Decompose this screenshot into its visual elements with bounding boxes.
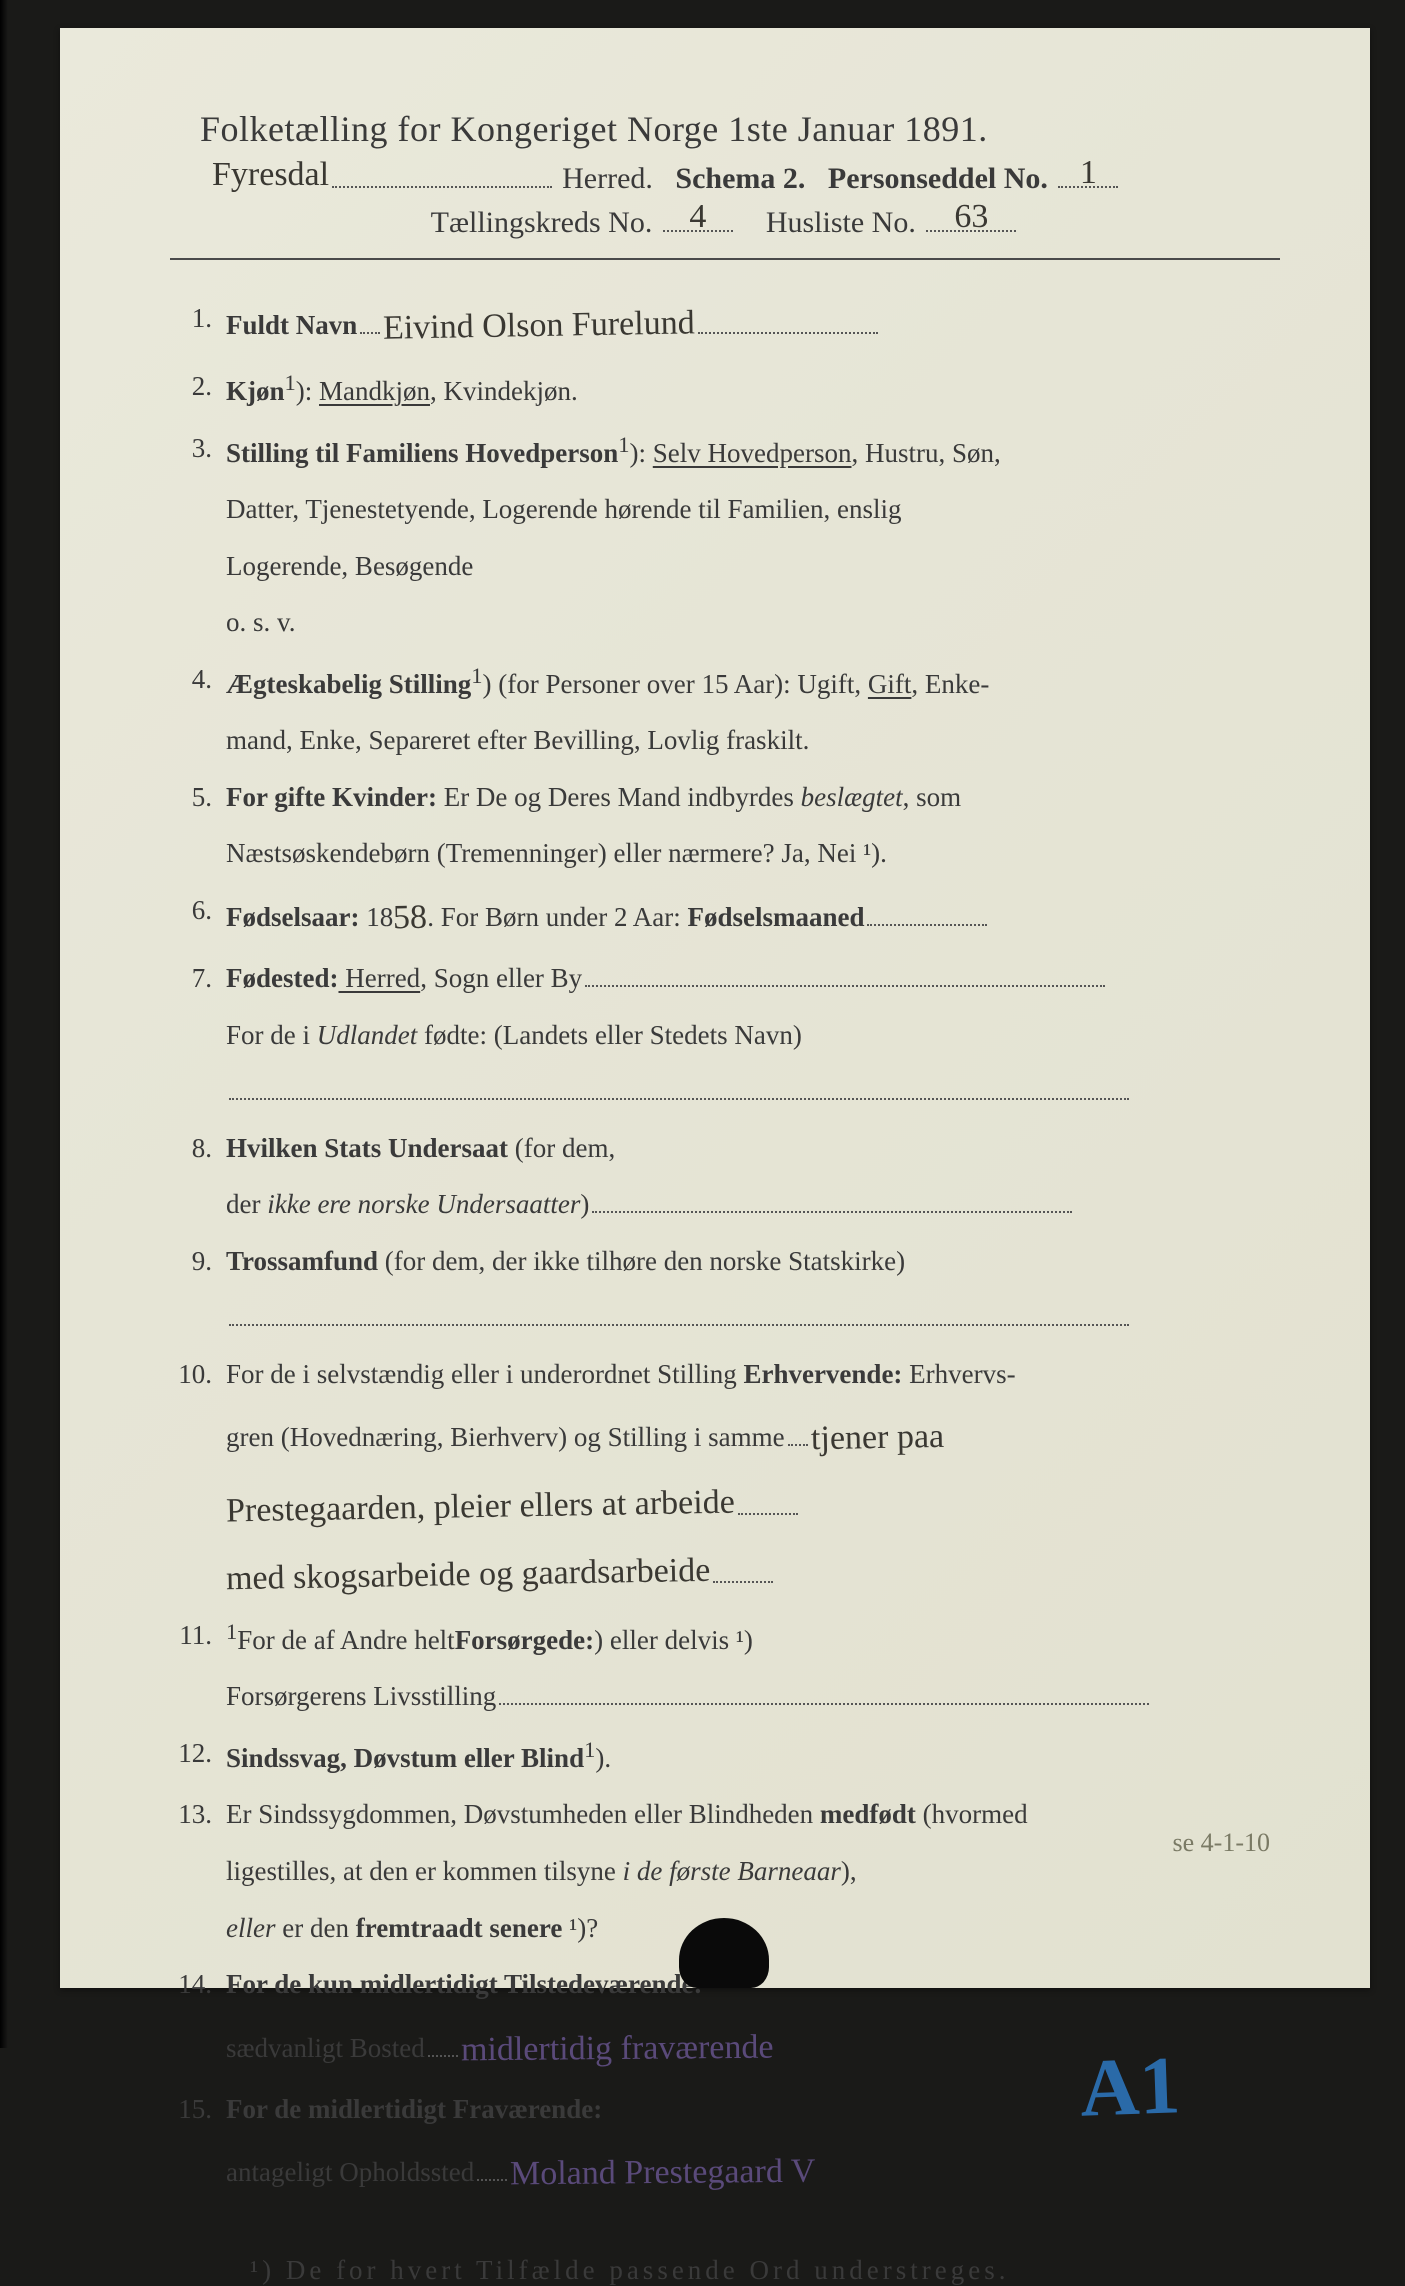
census-form-page: Folketælling for Kongeriget Norge 1ste J…	[60, 28, 1370, 1988]
item-number: 15.	[170, 2087, 226, 2132]
form-header: Folketælling for Kongeriget Norge 1ste J…	[170, 108, 1280, 240]
item-body: Fødselsaar: 1858. For Børn under 2 Aar: …	[226, 888, 1280, 944]
item-body: For de i selvstændig eller i underordnet…	[226, 1352, 1280, 1397]
form-items: 1.Fuldt NavnEivind Olson Furelund2.Kjøn1…	[170, 296, 1280, 2199]
herred-name-handwritten: Fyresdal	[212, 156, 329, 194]
form-item: 11.1For de af Andre heltForsørgede:) ell…	[170, 1613, 1280, 1663]
form-item: 3.Stilling til Familiens Hovedperson1): …	[170, 426, 1280, 476]
form-item: 13.Er Sindssygdommen, Døvstumheden eller…	[170, 1792, 1280, 1837]
item-number: 10.	[170, 1352, 226, 1397]
form-item: 5.For gifte Kvinder: Er De og Deres Mand…	[170, 775, 1280, 820]
item-number: 1.	[170, 296, 226, 352]
form-item: 4.Ægteskabelig Stilling1) (for Personer …	[170, 657, 1280, 707]
header-line-3: Tællingskreds No. 4 Husliste No. 63	[170, 202, 1280, 240]
item-number: 8.	[170, 1126, 226, 1171]
item-body: Hvilken Stats Undersaat (for dem,	[226, 1126, 1280, 1171]
item-body: Er Sindssygdommen, Døvstumheden eller Bl…	[226, 1792, 1280, 1837]
form-item: 10.For de i selvstændig eller i underord…	[170, 1352, 1280, 1397]
blue-annotation-mark: A1	[1077, 2017, 1182, 2156]
item-continuation: gren (Hovednæring, Bierhverv) og Stillin…	[170, 1408, 1280, 1464]
personseddel-label: Personseddel No.	[828, 162, 1048, 195]
kreds-label: Tællingskreds No.	[431, 206, 653, 239]
item-number: 3.	[170, 426, 226, 476]
item-continuation: antageligt OpholdsstedMoland Prestegaard…	[170, 2143, 1280, 2199]
handwritten-purple: midlertidig fraværende	[461, 2019, 774, 2078]
form-item: 12.Sindssvag, Døvstum eller Blind1).	[170, 1731, 1280, 1781]
item-number: 2.	[170, 364, 226, 414]
item-continuation: ligestilles, at den er kommen tilsyne i …	[170, 1849, 1280, 1894]
husliste-no: 63	[954, 198, 988, 236]
kreds-no: 4	[689, 198, 706, 236]
item-continuation: For de i Udlandet fødte: (Landets eller …	[170, 1013, 1280, 1058]
schema-label: Schema 2.	[675, 162, 805, 195]
herred-label: Herred.	[562, 162, 653, 195]
header-rule	[170, 258, 1280, 260]
item-number: 9.	[170, 1239, 226, 1284]
form-title: Folketælling for Kongeriget Norge 1ste J…	[170, 108, 1280, 150]
item-continuation: Datter, Tjenestetyende, Logerende hørend…	[170, 487, 1280, 532]
item-body: Trossamfund (for dem, der ikke tilhøre d…	[226, 1239, 1280, 1284]
item-continuation: Næstsøskendebørn (Tremenninger) eller næ…	[170, 831, 1280, 876]
item-number: 7.	[170, 956, 226, 1001]
item-body: Stilling til Familiens Hovedperson1): Se…	[226, 426, 1280, 476]
personseddel-no: 1	[1080, 154, 1097, 192]
item-continuation: Forsørgerens Livsstilling	[170, 1674, 1280, 1719]
form-item: 6.Fødselsaar: 1858. For Børn under 2 Aar…	[170, 888, 1280, 944]
item-body: For gifte Kvinder: Er De og Deres Mand i…	[226, 775, 1280, 820]
margin-note: se 4-1-10	[1173, 1828, 1270, 1858]
item-continuation: der ikke ere norske Undersaatter)	[170, 1182, 1280, 1227]
item-number: 6.	[170, 888, 226, 944]
item-number: 4.	[170, 657, 226, 707]
item-continuation: sædvanligt Bostedmidlertidig fraværendeA…	[170, 2019, 1280, 2075]
item-number: 5.	[170, 775, 226, 820]
item-body: Kjøn1): Mandkjøn, Kvindekjøn.	[226, 364, 1280, 414]
item-body: Fuldt NavnEivind Olson Furelund	[226, 296, 1280, 352]
dotline	[170, 1295, 1280, 1340]
form-item: 1.Fuldt NavnEivind Olson Furelund	[170, 296, 1280, 352]
item-number: 12.	[170, 1731, 226, 1781]
item-continuation: mand, Enke, Separeret efter Bevilling, L…	[170, 718, 1280, 763]
footnote: ¹) De for hvert Tilfælde passende Ord un…	[170, 2255, 1280, 2286]
form-item: 8.Hvilken Stats Undersaat (for dem,	[170, 1126, 1280, 1171]
form-item: 9.Trossamfund (for dem, der ikke tilhøre…	[170, 1239, 1280, 1284]
item-body: Fødested: Herred, Sogn eller By	[226, 956, 1280, 1001]
item-body: 1For de af Andre heltForsørgede:) eller …	[226, 1613, 1280, 1663]
item-continuation: Logerende, Besøgende	[170, 544, 1280, 589]
item-number: 11.	[170, 1613, 226, 1663]
item-body: Ægteskabelig Stilling1) (for Personer ov…	[226, 657, 1280, 707]
handwritten-purple: Moland Prestegaard V	[510, 2144, 816, 2203]
dotline	[170, 1069, 1280, 1114]
handwritten-value: Eivind Olson Furelund	[383, 295, 696, 357]
handwritten-line: Prestegaarden, pleier ellers at arbeide	[170, 1477, 1280, 1533]
item-number: 13.	[170, 1792, 226, 1837]
husliste-label: Husliste No.	[766, 206, 916, 239]
handwritten-line: med skogsarbeide og gaardsarbeide	[170, 1545, 1280, 1601]
item-continuation: o. s. v.	[170, 600, 1280, 645]
form-item: 2.Kjøn1): Mandkjøn, Kvindekjøn.	[170, 364, 1280, 414]
header-line-2: Fyresdal Herred. Schema 2. Personseddel …	[170, 158, 1280, 196]
form-item: 7.Fødested: Herred, Sogn eller By	[170, 956, 1280, 1001]
item-number: 14.	[170, 1962, 226, 2007]
item-body: Sindssvag, Døvstum eller Blind1).	[226, 1731, 1280, 1781]
